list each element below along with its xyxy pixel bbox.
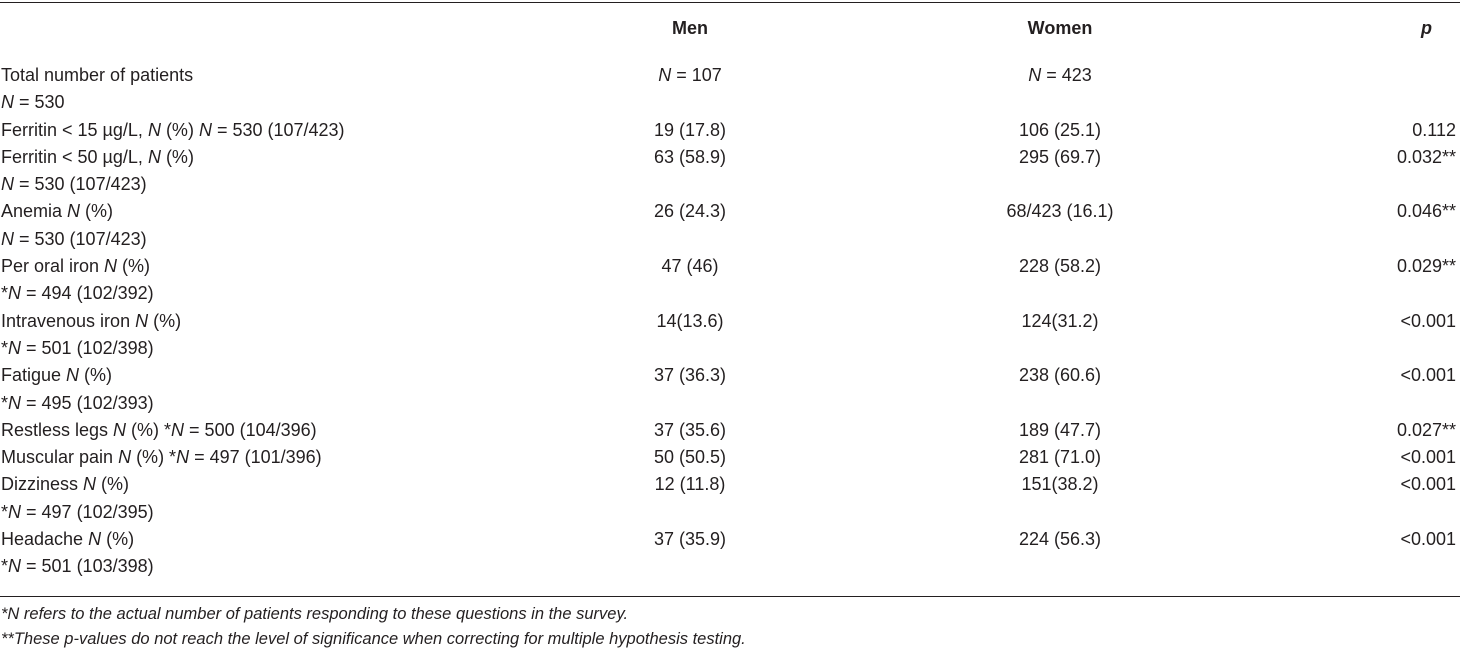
table-row: Per oral iron N (%) *N = 494 (102/392) 4…: [0, 253, 1460, 308]
cell-women: N = 423: [1028, 65, 1092, 85]
row-label-line: Fatigue N (%): [1, 365, 113, 386]
row-label-line: Ferritin < 50 µg/L, N (%): [1, 146, 194, 167]
row-label-line: Anemia N (%): [1, 201, 114, 222]
cell-women: 106 (25.1): [1018, 119, 1102, 140]
row-label-line: *N = 494 (102/392): [1, 283, 154, 304]
cell-men: 47 (46): [661, 256, 719, 277]
row-label: Ferritin < 15 µg/L, N (%) N = 530 (107/4…: [1, 117, 561, 144]
cell-women: 281 (71.0): [1018, 447, 1102, 468]
table-bottom-rule: [0, 596, 1460, 597]
cell-p-value: 0.112: [1412, 119, 1456, 140]
table-row: Headache N (%) *N = 501 (103/398) 37 (35…: [0, 526, 1460, 581]
cell-women: 124(31.2): [1021, 310, 1099, 331]
cell-men: N = 107: [658, 65, 722, 85]
row-label-line: N = 530 (107/423): [1, 228, 147, 249]
table-row: Dizziness N (%) *N = 497 (102/395) 12 (1…: [0, 471, 1460, 526]
cell-women: 295 (69.7): [1018, 146, 1102, 167]
row-label-line: Ferritin < 15 µg/L, N (%) N = 530 (107/4…: [1, 119, 345, 140]
table-row: Muscular pain N (%) *N = 497 (101/396) 5…: [0, 444, 1460, 471]
row-label-line: Headache N (%): [1, 529, 135, 550]
row-label: Dizziness N (%) *N = 497 (102/395): [1, 471, 561, 526]
cell-p-value: <0.001: [1400, 310, 1456, 331]
row-label: Headache N (%) *N = 501 (103/398): [1, 526, 561, 581]
cell-women: 151(38.2): [1021, 474, 1099, 495]
cell-p-value: 0.046**: [1396, 201, 1456, 222]
table-row: Ferritin < 50 µg/L, N (%) N = 530 (107/4…: [0, 144, 1460, 199]
cell-men: 19 (17.8): [653, 119, 727, 140]
row-label: Ferritin < 50 µg/L, N (%) N = 530 (107/4…: [1, 144, 561, 199]
cell-men: 37 (35.9): [653, 529, 727, 550]
row-label: Restless legs N (%) *N = 500 (104/396): [1, 417, 561, 444]
row-label-line: Intravenous iron N (%): [1, 310, 182, 331]
cell-men: 14(13.6): [656, 310, 724, 331]
table-top-rule: [0, 2, 1460, 3]
column-header-men: Men: [672, 18, 708, 38]
row-label: Fatigue N (%) *N = 495 (102/393): [1, 362, 561, 417]
row-label: Total number of patients N = 530: [1, 62, 561, 117]
row-label-line: *N = 501 (102/398): [1, 337, 154, 358]
cell-men: 63 (58.9): [653, 146, 727, 167]
table-row: Intravenous iron N (%) *N = 501 (102/398…: [0, 308, 1460, 363]
table-row: Ferritin < 15 µg/L, N (%) N = 530 (107/4…: [0, 117, 1460, 144]
row-label-line: N = 530: [1, 92, 65, 113]
table-body: Total number of patients N = 530 N = 107…: [0, 62, 1460, 581]
footnote: *N refers to the actual number of patien…: [1, 605, 629, 623]
cell-women: 228 (58.2): [1018, 256, 1102, 277]
footnote: **These p-values do not reach the level …: [1, 630, 746, 648]
cell-men: 50 (50.5): [653, 447, 727, 468]
cell-men: 26 (24.3): [653, 201, 727, 222]
cell-men: 37 (35.6): [653, 419, 727, 440]
cell-p-value: <0.001: [1400, 365, 1456, 386]
row-label-line: N = 530 (107/423): [1, 174, 147, 195]
row-label: Intravenous iron N (%) *N = 501 (102/398…: [1, 308, 561, 363]
row-label-line: *N = 497 (102/395): [1, 501, 154, 522]
cell-p-value: 0.027**: [1396, 419, 1456, 440]
column-header-women: Women: [1027, 18, 1093, 38]
table-row: Total number of patients N = 530 N = 107…: [0, 62, 1460, 117]
cell-men: 12 (11.8): [654, 474, 726, 495]
table-row: Restless legs N (%) *N = 500 (104/396) 3…: [0, 417, 1460, 444]
cell-women: 189 (47.7): [1018, 419, 1102, 440]
cell-p-value: 0.029**: [1396, 256, 1456, 277]
cell-men: 37 (36.3): [653, 365, 727, 386]
cell-p-value: <0.001: [1400, 529, 1456, 550]
table-footnotes: *N refers to the actual number of patien…: [1, 602, 1441, 652]
row-label-line: *N = 501 (103/398): [1, 556, 154, 577]
table-header-row: Men Women p: [0, 14, 1460, 42]
row-label-line: Muscular pain N (%) *N = 497 (101/396): [1, 447, 322, 468]
cell-women: 238 (60.6): [1018, 365, 1102, 386]
row-label: Per oral iron N (%) *N = 494 (102/392): [1, 253, 561, 308]
row-label: Muscular pain N (%) *N = 497 (101/396): [1, 444, 561, 471]
cell-women: 224 (56.3): [1018, 529, 1102, 550]
row-label-line: Dizziness N (%): [1, 474, 130, 495]
column-header-p-value: p: [1421, 18, 1432, 38]
row-label-line: Restless legs N (%) *N = 500 (104/396): [1, 419, 317, 440]
row-label: Anemia N (%) N = 530 (107/423): [1, 198, 561, 253]
row-label-line: *N = 495 (102/393): [1, 392, 154, 413]
table-row: Anemia N (%) N = 530 (107/423) 26 (24.3)…: [0, 198, 1460, 253]
row-label-line: Per oral iron N (%): [1, 256, 151, 277]
table-row: Fatigue N (%) *N = 495 (102/393) 37 (36.…: [0, 362, 1460, 417]
row-label-line: Total number of patients: [1, 65, 194, 85]
cell-p-value: 0.032**: [1396, 146, 1456, 167]
cell-p-value: <0.001: [1400, 447, 1456, 468]
cell-p-value: <0.001: [1400, 474, 1456, 495]
cell-women: 68/423 (16.1): [1006, 201, 1114, 222]
